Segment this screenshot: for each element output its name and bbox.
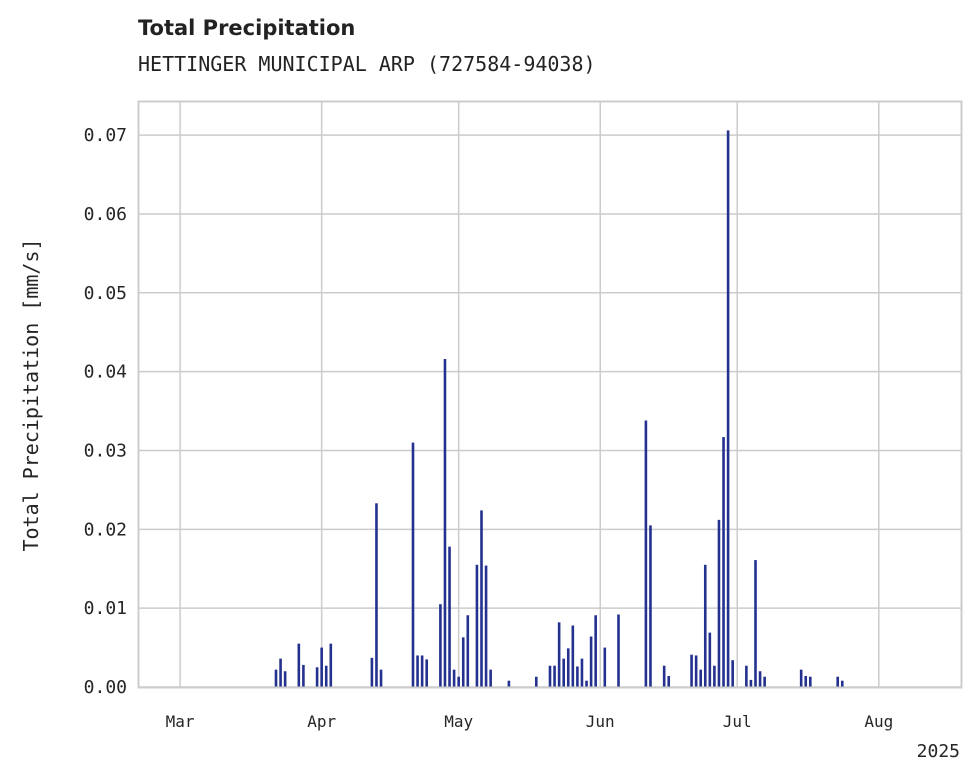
precipitation-bar: [662, 665, 666, 687]
bar-series: [274, 130, 844, 687]
precipitation-bar: [480, 510, 483, 687]
precipitation-bar: [644, 420, 648, 687]
precipitation-bar: [694, 655, 698, 687]
precipitation-bar: [416, 655, 419, 687]
precipitation-bar: [731, 660, 734, 687]
y-tick-label: 0.05: [84, 283, 127, 304]
precipitation-bar: [375, 503, 378, 687]
precipitation-bar: [667, 675, 671, 687]
precipitation-bar: [507, 680, 511, 687]
precipitation-bar: [585, 680, 588, 687]
precipitation-bar: [836, 676, 839, 687]
y-tick-label: 0.06: [84, 204, 127, 225]
y-tick-label: 0.00: [84, 677, 127, 698]
x-tick-label: Jul: [723, 712, 752, 731]
precipitation-bar: [425, 659, 428, 687]
x-axis-offset-label: 2025: [917, 741, 960, 762]
x-tick-label: Jun: [586, 712, 615, 731]
precipitation-bar: [557, 622, 561, 687]
precipitation-bar: [489, 669, 492, 687]
precipitation-bar: [594, 615, 597, 687]
precipitation-bar: [809, 676, 812, 687]
grid-lines: [139, 102, 961, 688]
precipitation-bar: [452, 669, 456, 687]
precipitation-bar: [758, 671, 762, 687]
precipitation-bar: [315, 667, 319, 687]
precipitation-bar: [726, 130, 730, 687]
precipitation-bar: [302, 664, 305, 687]
precipitation-bar: [466, 615, 470, 687]
precipitation-bar: [297, 643, 301, 687]
precipitation-bar: [804, 675, 808, 687]
precipitation-bar: [749, 679, 753, 687]
y-tick-labels: 0.00 0.01 0.02 0.03 0.04 0.05 0.06 0.07: [84, 125, 127, 698]
precipitation-bar: [274, 669, 278, 687]
x-tick-labels: Mar Apr May Jun Jul Aug: [166, 712, 894, 731]
x-tick-label: Apr: [307, 712, 336, 731]
precipitation-bar: [443, 359, 447, 687]
precipitation-bar: [566, 648, 570, 687]
precipitation-bar: [580, 658, 584, 687]
precipitation-bar: [457, 676, 460, 687]
precipitation-bar: [713, 665, 716, 687]
precipitation-bar: [722, 437, 725, 687]
precipitation-bar: [324, 665, 328, 687]
precipitation-bar: [370, 657, 374, 687]
precipitation-bar: [448, 546, 451, 687]
precipitation-bar: [745, 665, 748, 687]
precipitation-bar: [571, 625, 575, 687]
y-tick-label: 0.03: [84, 440, 127, 461]
y-tick-label: 0.07: [84, 125, 127, 146]
precipitation-bar: [461, 637, 465, 687]
precipitation-bar: [562, 658, 565, 687]
precipitation-bar: [589, 636, 593, 687]
precipitation-bar: [283, 671, 287, 687]
precipitation-bar: [548, 665, 552, 687]
y-axis-label: Total Precipitation [mm/s]: [19, 238, 43, 551]
precipitation-bar: [840, 680, 844, 687]
y-tick-label: 0.04: [84, 362, 127, 383]
precipitation-bar: [279, 658, 282, 687]
precipitation-bar: [484, 565, 488, 687]
precipitation-bar: [603, 647, 607, 687]
chart-title: Total Precipitation: [138, 16, 356, 40]
precipitation-bar: [329, 643, 333, 687]
x-tick-label: May: [444, 712, 473, 731]
precipitation-bar: [717, 519, 721, 687]
x-tick-label: Aug: [864, 712, 893, 731]
precipitation-bar: [553, 665, 556, 687]
precipitation-bar: [799, 669, 803, 687]
precipitation-bar: [475, 564, 479, 687]
y-tick-label: 0.02: [84, 519, 127, 540]
precipitation-bar: [708, 632, 712, 687]
precipitation-bar: [576, 666, 579, 687]
precipitation-bar: [420, 655, 424, 687]
plot-frame: [137, 100, 963, 689]
x-tick-label: Mar: [166, 712, 195, 731]
precipitation-bar: [703, 564, 707, 687]
precipitation-bar: [649, 525, 652, 687]
precipitation-bar: [617, 614, 620, 687]
precipitation-bar: [439, 604, 442, 687]
precipitation-bar: [763, 676, 766, 687]
precipitation-bar: [320, 647, 323, 687]
y-tick-label: 0.01: [84, 598, 127, 619]
precipitation-bar: [754, 560, 757, 687]
chart-subtitle: HETTINGER MUNICIPAL ARP (727584-94038): [138, 52, 596, 76]
precipitation-bar: [535, 676, 538, 687]
precipitation-bar: [379, 669, 383, 687]
precipitation-bar: [699, 669, 702, 687]
precipitation-bar: [690, 654, 693, 687]
precipitation-bar: [411, 442, 415, 687]
